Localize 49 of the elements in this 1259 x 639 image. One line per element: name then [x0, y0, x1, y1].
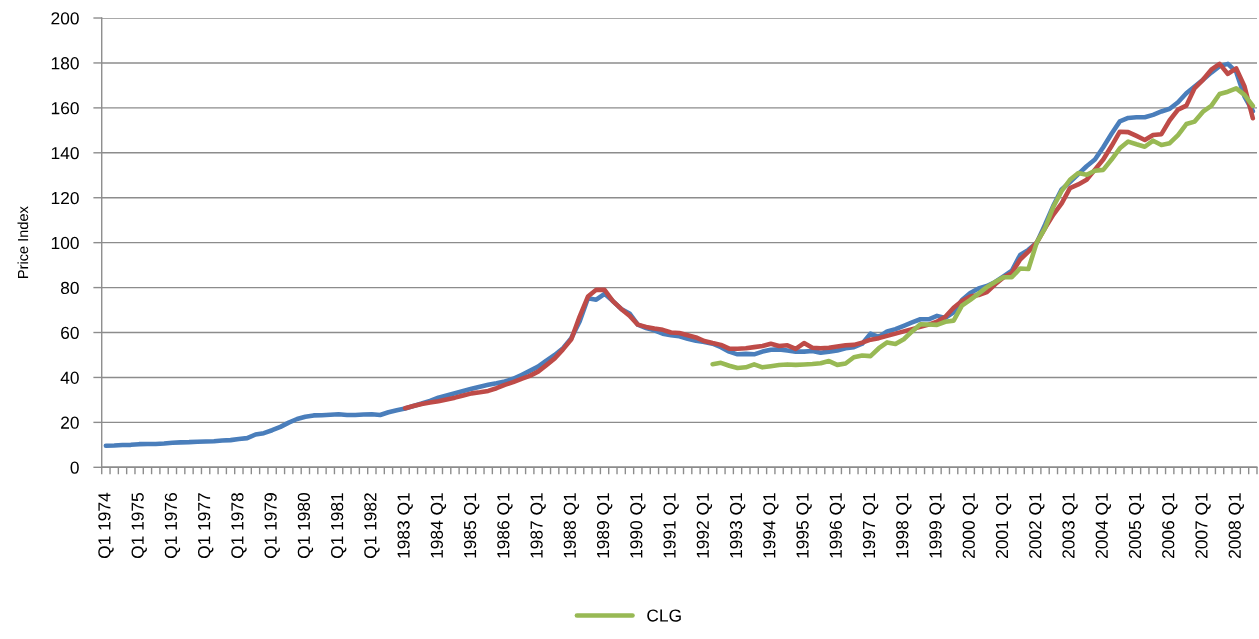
x-tick-label: 2003 Q1 [1062, 493, 1078, 559]
x-tick-label: 2004 Q1 [1095, 493, 1111, 559]
x-tick-label: 1995 Q1 [796, 493, 812, 558]
x-tick-label: 2002 Q1 [1029, 493, 1045, 559]
y-tick-label: 40 [60, 371, 79, 384]
x-tick-label: Q1 1980 [297, 492, 314, 559]
x-tick-label: 2008 Q1 [1228, 493, 1244, 559]
x-tick-label: Q1 1975 [131, 493, 147, 559]
x-tick-label: 1996 Q1 [829, 493, 846, 558]
x-tick-label: 2005 Q1 [1128, 493, 1145, 559]
x-tick-label: 1984 Q1 [430, 493, 447, 558]
x-tick-label: 2007 Q1 [1195, 493, 1211, 559]
y-tick-label: 180 [51, 57, 79, 70]
x-tick-label: 1997 Q1 [862, 493, 879, 558]
line-series [710, 86, 1256, 371]
x-tick-label: Q1 1979 [264, 493, 280, 559]
x-tick-label: Q1 1974 [98, 492, 114, 559]
x-tick-label: 1993 Q1 [729, 493, 746, 558]
y-tick-label: 80 [60, 281, 79, 295]
x-tick-label: 1985 Q1 [463, 493, 480, 558]
legend-label: CLG [647, 609, 681, 622]
y-tick-label: 160 [51, 102, 79, 115]
x-tick-label: 2000 Q1 [962, 493, 979, 559]
x-tick-label: 1990 Q1 [630, 493, 646, 558]
x-tick-label: 1988 Q1 [563, 493, 580, 558]
y-tick-label: 100 [51, 236, 79, 250]
x-tick-label: 1991 Q1 [663, 493, 679, 558]
x-tick-label: Q1 1981 [330, 493, 347, 559]
x-tick-label: 1999 Q1 [929, 493, 945, 558]
x-tick-label: 1986 Q1 [497, 493, 513, 558]
y-tick-label: 0 [70, 461, 79, 474]
x-tick-label: 1987 Q1 [530, 493, 546, 558]
y-tick-label: 140 [51, 146, 79, 160]
y-tick-label: 20 [61, 416, 79, 429]
x-tick-label: Q1 1982 [364, 493, 380, 559]
y-axis-title: Price Index [17, 206, 29, 278]
x-tick-label: 2001 Q1 [995, 493, 1012, 559]
x-tick-label: Q1 1977 [197, 493, 214, 559]
x-tick-label: 1983 Q1 [397, 493, 413, 558]
x-tick-label: 1994 Q1 [763, 493, 779, 558]
x-tick-label: 1989 Q1 [596, 493, 613, 558]
x-tick-label: 2006 Q1 [1162, 493, 1178, 559]
y-tick-label: 60 [61, 326, 79, 339]
x-tick-label: 1992 Q1 [696, 493, 713, 558]
x-tick-label: Q1 1978 [231, 493, 247, 559]
x-tick-label: Q1 1976 [164, 493, 181, 559]
y-tick-label: 200 [51, 12, 79, 25]
y-tick-label: 120 [51, 191, 79, 205]
x-tick-label: 1998 Q1 [896, 493, 912, 558]
